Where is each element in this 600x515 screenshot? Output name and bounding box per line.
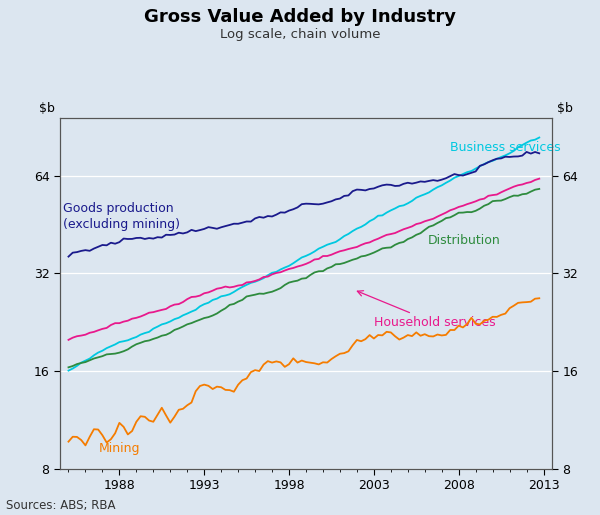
Text: $b: $b (557, 102, 573, 115)
Text: Household services: Household services (358, 291, 496, 330)
Text: Sources: ABS; RBA: Sources: ABS; RBA (6, 500, 115, 512)
Text: Log scale, chain volume: Log scale, chain volume (220, 28, 380, 41)
Text: $b: $b (39, 102, 55, 115)
Text: Distribution: Distribution (428, 234, 501, 247)
Text: Goods production
(excluding mining): Goods production (excluding mining) (64, 202, 181, 231)
Text: Gross Value Added by Industry: Gross Value Added by Industry (144, 8, 456, 26)
Text: Business services: Business services (450, 141, 561, 154)
Text: Mining: Mining (99, 442, 140, 455)
